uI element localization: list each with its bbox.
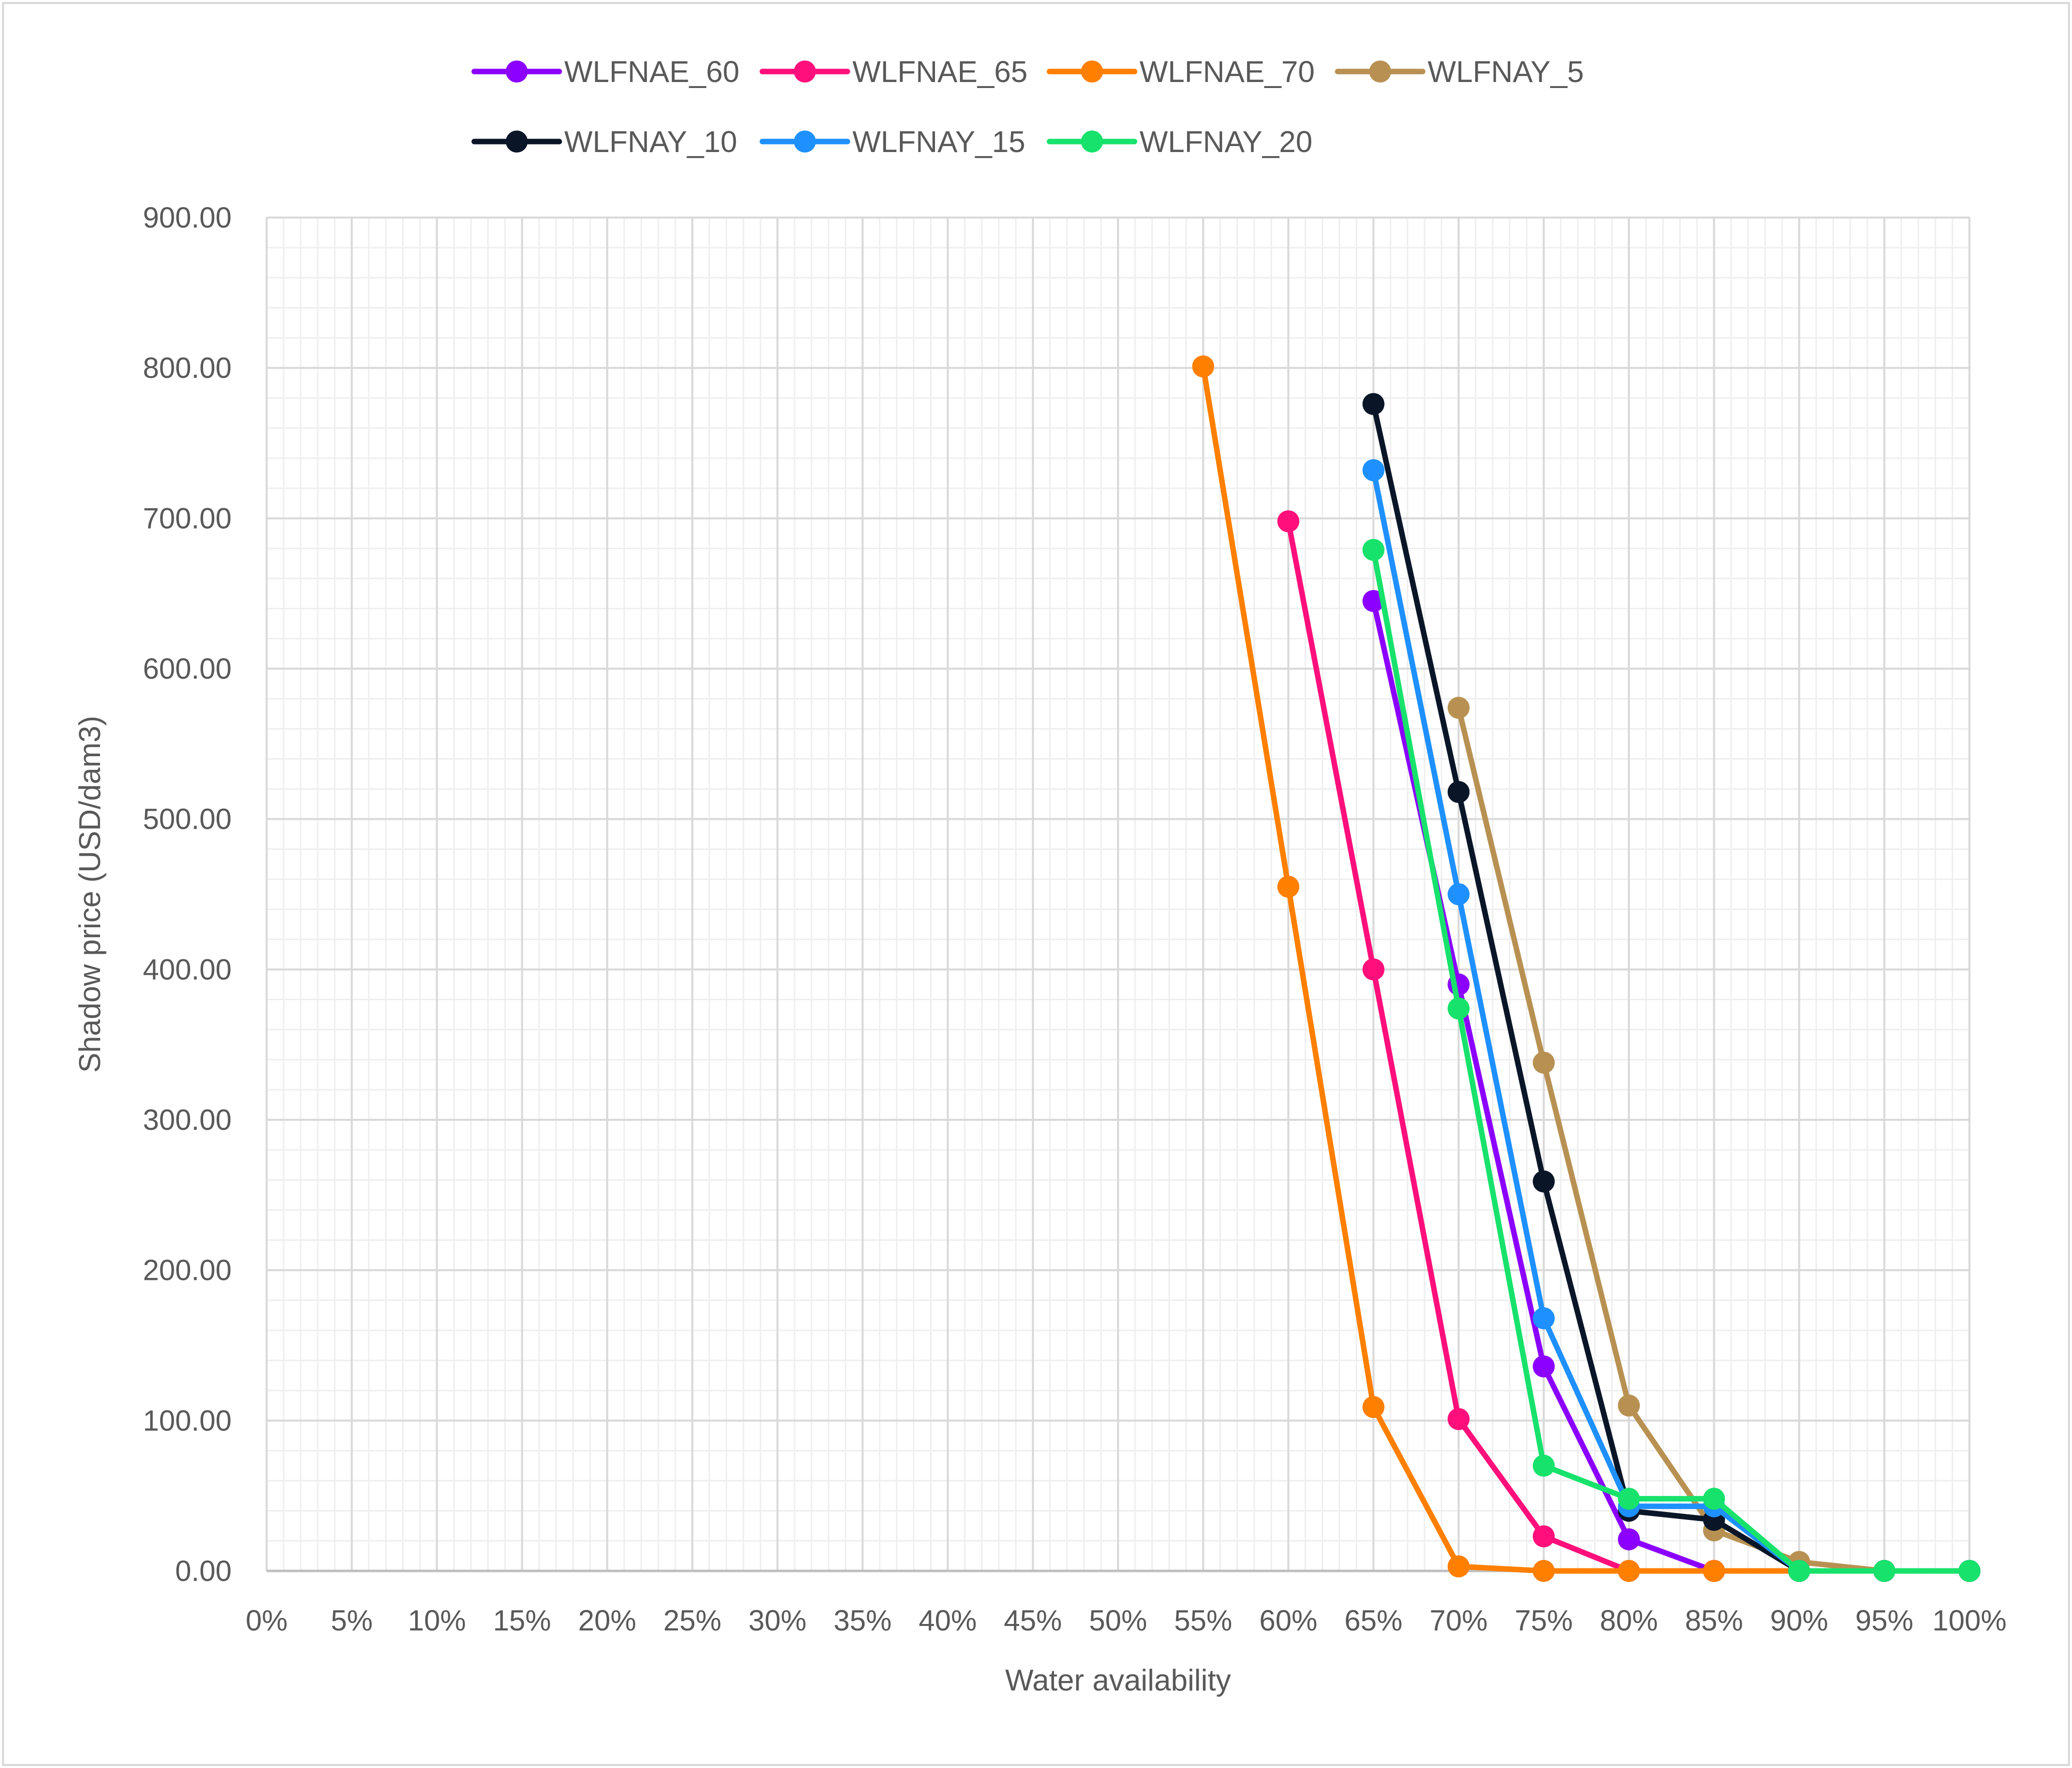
x-tick-label: 30% [748,1604,806,1637]
x-tick-label: 65% [1345,1604,1403,1637]
legend-label: WLFNAY_15 [852,125,1025,159]
data-point [1362,1396,1385,1418]
data-point [1533,1307,1555,1329]
x-tick-label: 45% [1004,1604,1062,1637]
data-point [1533,1051,1555,1074]
legend-item: WLFNAY_5 [1335,55,1584,89]
legend-label: WLFNAE_65 [852,55,1027,89]
data-point [1618,1528,1640,1550]
y-tick-label: 800.00 [143,352,232,385]
legend-swatch-marker [1081,61,1103,83]
data-point [1618,1487,1640,1510]
legend-label: WLFNAY_10 [564,125,737,159]
legend-swatch-marker [794,131,816,153]
data-point [1703,1560,1725,1582]
x-tick-label: 75% [1515,1604,1573,1637]
x-tick-label: 80% [1600,1604,1658,1637]
major-gridlines [266,217,1970,1572]
x-tick-label: 55% [1174,1604,1232,1637]
data-point [1362,958,1385,981]
y-tick-label: 0.00 [175,1555,232,1587]
legend-swatch-marker [794,61,816,83]
x-tick-label: 5% [331,1604,373,1637]
x-axis-title: Water availability [1005,1663,1231,1697]
data-point [1447,1408,1470,1430]
data-point [1447,697,1470,719]
legend-item: WLFNAY_10 [471,125,737,159]
data-point [1362,393,1385,415]
legend-item: WLFNAE_70 [1047,55,1315,89]
y-tick-label: 200.00 [143,1254,232,1287]
y-tick-label: 500.00 [143,803,232,836]
data-point [1447,1555,1470,1577]
x-axis-tick-labels: 0% 5% 10% 15% 20% 25% 30% 35% 40% 45% 50% 55% 60% 65%… [246,1604,2006,1637]
series-layer [1192,355,1980,1582]
x-tick-label: 25% [663,1604,721,1637]
x-tick-label: 20% [578,1604,636,1637]
data-point [1277,510,1300,533]
data-point [1362,459,1385,482]
legend-swatch-marker [1369,61,1391,83]
x-tick-label: 40% [919,1604,977,1637]
legend-swatch-marker [1081,131,1103,153]
series-wlfnay-20 [1362,539,1980,1582]
x-tick-label: 15% [493,1604,551,1637]
legend-label: WLFNAE_60 [564,55,739,89]
data-point [1533,1170,1555,1193]
data-point [1362,590,1385,612]
data-point [1533,1525,1555,1547]
x-tick-label: 100% [1932,1604,2006,1637]
y-axis-tick-labels: 0.00 100.00 200.00 300.00 400.00 500.00 600.00… [143,202,232,1587]
y-tick-label: 400.00 [143,953,232,986]
legend-item: WLFNAE_65 [759,55,1027,89]
data-point [1533,1454,1555,1477]
y-tick-label: 100.00 [143,1404,232,1437]
x-tick-label: 85% [1685,1604,1743,1637]
x-tick-label: 60% [1259,1604,1317,1637]
data-point [1192,355,1215,378]
data-point [1618,1394,1640,1417]
legend-item: WLFNAE_60 [471,55,739,89]
legend-label: WLFNAE_70 [1140,55,1315,89]
data-point [1703,1487,1725,1510]
legend: WLFNAE_60 WLFNAE_65 WLFNAE_70 WLFNAY_5 WLFNA… [471,55,1584,159]
x-tick-label: 70% [1430,1604,1488,1637]
y-tick-label: 700.00 [143,502,232,535]
legend-swatch-marker [506,61,528,83]
legend-item: WLFNAY_20 [1047,125,1313,159]
data-point [1533,1560,1555,1582]
data-point [1618,1560,1640,1582]
data-point [1447,997,1470,1020]
data-point [1277,875,1300,898]
x-tick-label: 50% [1089,1604,1147,1637]
data-point [1873,1560,1895,1582]
series-line [1371,547,1972,1574]
y-tick-label: 300.00 [143,1104,232,1136]
data-point [1447,883,1470,905]
data-point [1447,781,1470,803]
legend-label: WLFNAY_20 [1140,125,1313,159]
x-tick-label: 90% [1770,1604,1828,1637]
x-tick-label: 10% [408,1604,466,1637]
data-point [1958,1560,1980,1582]
y-tick-label: 900.00 [143,202,232,234]
data-point [1533,1355,1555,1378]
y-axis-title: Shadow price (USD/dam3) [73,716,107,1073]
legend-label: WLFNAY_5 [1428,55,1584,89]
data-point [1362,539,1385,561]
x-tick-label: 95% [1855,1604,1913,1637]
x-tick-label: 35% [833,1604,891,1637]
x-tick-label: 0% [246,1604,288,1637]
y-tick-label: 600.00 [143,653,232,685]
legend-swatch-marker [506,131,528,153]
legend-item: WLFNAY_15 [759,125,1025,159]
data-point [1788,1560,1810,1582]
